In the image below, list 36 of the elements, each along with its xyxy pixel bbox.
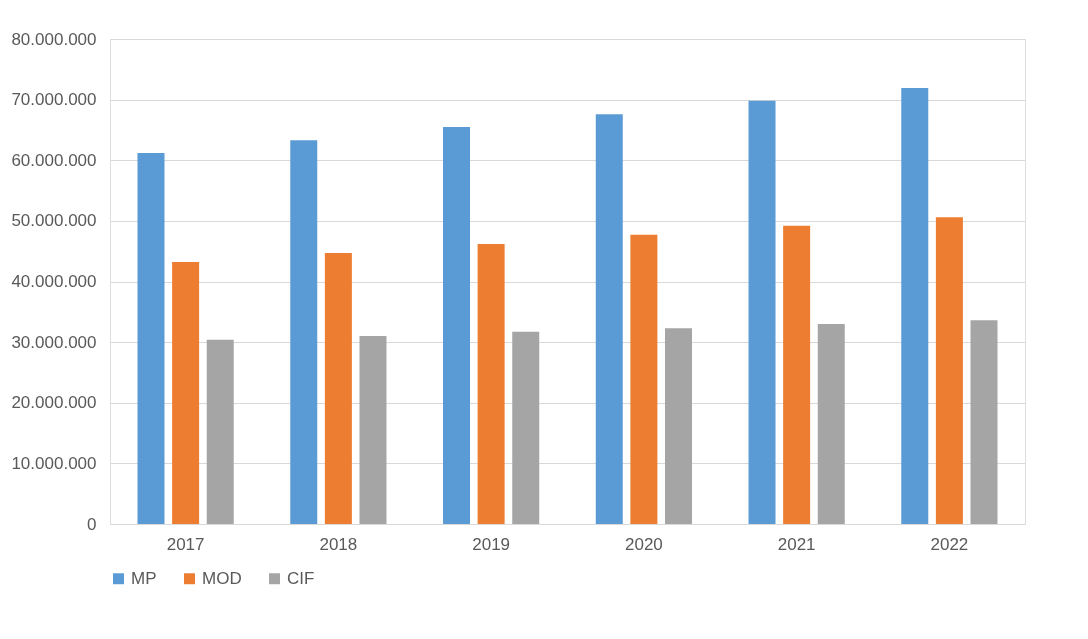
bar <box>324 253 352 524</box>
bar <box>172 262 200 524</box>
bar <box>630 234 658 524</box>
bar <box>970 320 998 524</box>
bar <box>748 100 776 524</box>
y-tick-label: 40.000.000 <box>11 272 97 291</box>
legend-label: CIF <box>287 568 315 588</box>
legend-label: MOD <box>202 568 242 588</box>
legend-label: MP <box>131 568 157 588</box>
x-tick-label: 2018 <box>319 534 358 554</box>
bar <box>359 336 387 524</box>
y-tick-label: 50.000.000 <box>11 211 97 231</box>
x-tick-label: 2019 <box>472 534 511 554</box>
x-tick-label: 2017 <box>166 534 205 554</box>
y-tick-label: 0 <box>87 514 97 534</box>
y-tick-label: 60.000.000 <box>11 150 97 170</box>
bar <box>935 217 963 524</box>
bar <box>290 140 318 524</box>
bar <box>901 88 929 524</box>
bar <box>477 243 505 524</box>
bar <box>443 126 471 524</box>
bar <box>512 331 540 524</box>
bar <box>817 323 845 524</box>
x-tick-label: 2022 <box>930 534 969 554</box>
bar <box>206 339 234 524</box>
y-tick-label: 80.000.000 <box>11 29 97 49</box>
x-tick-label: 2020 <box>624 534 663 554</box>
y-tick-label: 70.000.000 <box>11 90 97 110</box>
y-tick-label: 10.000.000 <box>11 453 97 473</box>
y-tick-label: 20.000.000 <box>11 393 97 413</box>
x-tick-label: 2021 <box>777 534 816 554</box>
bar <box>137 152 165 524</box>
y-tick-label: 30.000.000 <box>11 332 97 352</box>
bar <box>595 114 623 524</box>
bar <box>664 328 692 524</box>
bar <box>783 225 811 524</box>
